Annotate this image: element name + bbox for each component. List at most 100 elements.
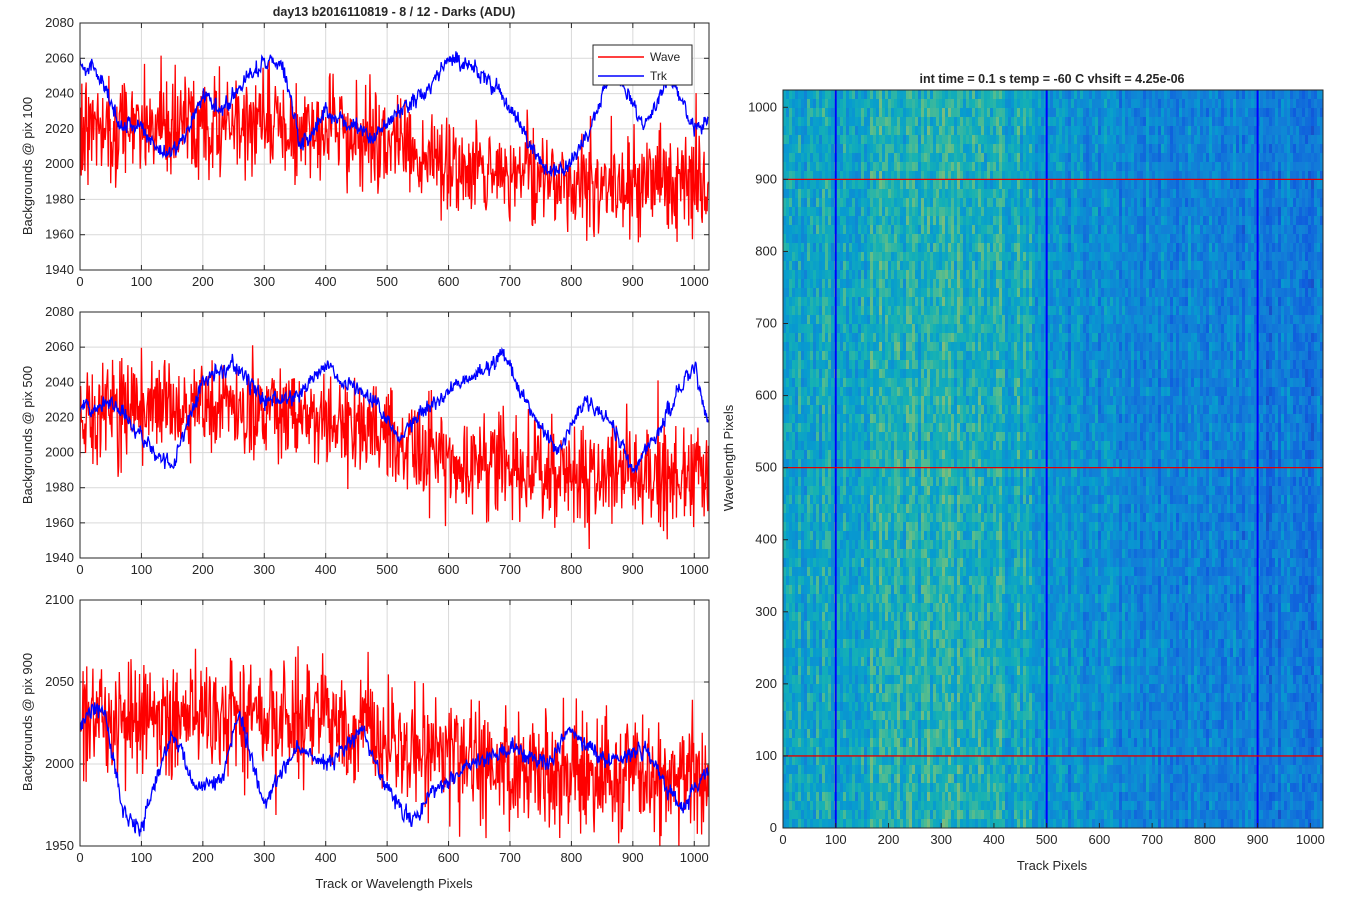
heatmap-cell (1092, 153, 1095, 162)
heatmap-cell (1089, 189, 1092, 198)
heatmap-cell (1191, 207, 1194, 216)
heatmap-cell (918, 324, 921, 333)
heatmap-cell (1161, 261, 1164, 270)
heatmap-cell (1113, 198, 1116, 207)
heatmap-cell (942, 270, 945, 279)
heatmap-cell (1134, 243, 1137, 252)
heatmap-cell (825, 207, 828, 216)
heatmap-cell (954, 126, 957, 135)
heatmap-cell (885, 153, 888, 162)
heatmap-cell (1170, 315, 1173, 324)
heatmap-cell (1266, 279, 1269, 288)
heatmap-cell (819, 135, 822, 144)
heatmap-cell (1092, 189, 1095, 198)
heatmap-cell (1167, 315, 1170, 324)
heatmap-cell (1029, 117, 1032, 126)
heatmap-cell (1233, 297, 1236, 306)
heatmap-cell (894, 216, 897, 225)
heatmap-cell (1116, 126, 1119, 135)
heatmap-cell (999, 207, 1002, 216)
heatmap-cell (1038, 225, 1041, 234)
heatmap-cell (1206, 135, 1209, 144)
heatmap-cell (1134, 117, 1137, 126)
heatmap-cell (915, 234, 918, 243)
heatmap-cell (1158, 297, 1161, 306)
heatmap-cell (861, 180, 864, 189)
heatmap-cell (1122, 234, 1125, 243)
heatmap-cell (1086, 198, 1089, 207)
heatmap-cell (801, 243, 804, 252)
heatmap-cell (1002, 315, 1005, 324)
heatmap-cell (909, 189, 912, 198)
heatmap-cell (1119, 315, 1122, 324)
heatmap-cell (990, 162, 993, 171)
heatmap-cell (1143, 99, 1146, 108)
heatmap-cell (1077, 117, 1080, 126)
x-tick-label: 600 (438, 562, 460, 577)
heatmap-cell (1269, 216, 1272, 225)
heatmap-cell (1182, 162, 1185, 171)
heatmap-cell (1248, 126, 1251, 135)
heatmap-cell (1221, 144, 1224, 153)
heatmap-cell (948, 135, 951, 144)
heatmap-cell (993, 225, 996, 234)
heatmap-cell (1128, 153, 1131, 162)
heatmap-cell (984, 279, 987, 288)
heatmap-cell (846, 117, 849, 126)
heatmap-cell (978, 207, 981, 216)
heatmap-cell (1050, 270, 1053, 279)
heatmap-cell (1314, 117, 1317, 126)
heatmap-cell (942, 225, 945, 234)
heatmap-cell (801, 207, 804, 216)
heatmap-cell (804, 315, 807, 324)
heatmap-cell (1191, 297, 1194, 306)
heatmap-cell (894, 243, 897, 252)
heatmap-cell (918, 252, 921, 261)
heatmap-cell (894, 153, 897, 162)
heatmap-cell (1317, 279, 1320, 288)
heatmap-cell (1104, 108, 1107, 117)
heatmap-cell (1251, 261, 1254, 270)
heatmap-cell (972, 270, 975, 279)
heatmap-cell (792, 108, 795, 117)
heatmap-cell (852, 243, 855, 252)
heatmap-cell (993, 198, 996, 207)
heatmap-cell (831, 108, 834, 117)
heatmap-cell (783, 180, 786, 189)
heatmap-cell (1278, 198, 1281, 207)
heatmap-cell (933, 315, 936, 324)
heatmap-cell (1020, 198, 1023, 207)
heatmap-cell (963, 144, 966, 153)
heatmap-cell (1002, 225, 1005, 234)
heatmap-cell (1224, 297, 1227, 306)
heatmap-cell (1305, 243, 1308, 252)
heatmap-cell (1284, 135, 1287, 144)
heatmap-cell (1017, 117, 1020, 126)
heatmap-cell (813, 297, 816, 306)
heatmap-cell (1314, 279, 1317, 288)
heatmap-cell (963, 108, 966, 117)
heatmap-cell (948, 126, 951, 135)
heatmap-cell (882, 198, 885, 207)
heatmap-cell (843, 252, 846, 261)
heatmap-cell (1227, 153, 1230, 162)
heatmap-cell (1140, 279, 1143, 288)
heatmap-cell (807, 207, 810, 216)
heatmap-cell (810, 198, 813, 207)
heatmap-cell (1200, 216, 1203, 225)
heatmap-cell (999, 180, 1002, 189)
heatmap-cell (1086, 117, 1089, 126)
heatmap-cell (1248, 288, 1251, 297)
heatmap-cell (1191, 216, 1194, 225)
heatmap-cell (1311, 297, 1314, 306)
heatmap-cell (1068, 108, 1071, 117)
heatmap-cell (1122, 189, 1125, 198)
heatmap-cell (870, 90, 873, 99)
heatmap-cell (1293, 189, 1296, 198)
heatmap-cell (783, 297, 786, 306)
heatmap-cell (1149, 297, 1152, 306)
heatmap-cell (1152, 279, 1155, 288)
heatmap-cell (948, 279, 951, 288)
heatmap-cell (1101, 270, 1104, 279)
heatmap-cell (1038, 216, 1041, 225)
